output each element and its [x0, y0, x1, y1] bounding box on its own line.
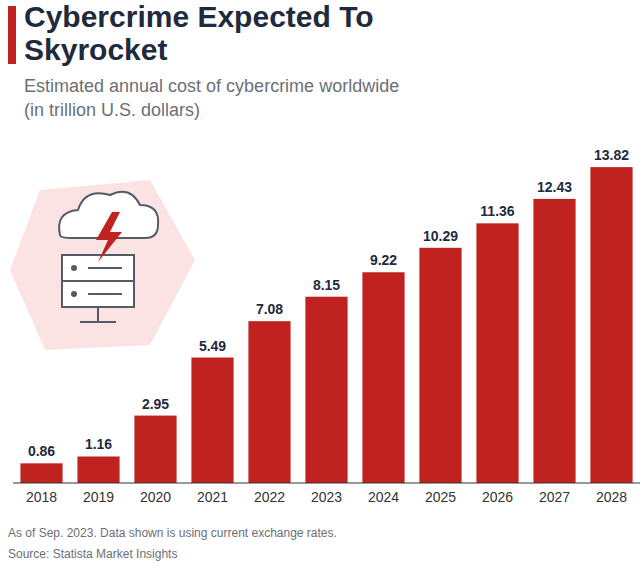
x-tick-label: 2023	[311, 489, 342, 505]
x-tick-labels: 2018 2019 2020 2021 2022 2023 2024 2025 2026 2027…	[26, 489, 627, 505]
bar	[191, 358, 233, 483]
x-tick-label: 2028	[596, 489, 627, 505]
data-label: 1.16	[85, 436, 112, 452]
x-tick-label: 2021	[197, 489, 228, 505]
data-label: 7.08	[256, 301, 283, 317]
x-axis	[13, 483, 640, 484]
icon-line	[80, 321, 116, 323]
bar	[419, 248, 461, 483]
bar	[305, 297, 347, 483]
data-label: 10.29	[423, 228, 458, 244]
x-tick-label: 2025	[425, 489, 456, 505]
x-tick-label: 2024	[368, 489, 399, 505]
data-label: 5.49	[199, 338, 226, 354]
x-tick-label: 2027	[539, 489, 570, 505]
x-tick-label: 2022	[254, 489, 285, 505]
bar	[134, 416, 176, 483]
bar	[476, 223, 518, 483]
data-label: 0.86	[28, 443, 55, 459]
data-label: 9.22	[370, 252, 397, 268]
x-tick-label: 2026	[482, 489, 513, 505]
note: As of Sep. 2023. Data shown is using cur…	[8, 526, 337, 540]
data-label: 8.15	[313, 277, 340, 293]
data-label: 11.36	[480, 203, 514, 219]
data-label: 12.43	[537, 179, 572, 195]
x-tick-label: 2018	[26, 489, 57, 505]
icon-line	[97, 307, 99, 322]
bar	[20, 463, 62, 483]
bar	[362, 272, 404, 483]
subtitle: Estimated annual cost of cybercrime worl…	[24, 74, 424, 122]
title-accent	[8, 6, 16, 64]
x-tick-label: 2020	[140, 489, 171, 505]
bar	[248, 321, 290, 483]
icon-line	[88, 293, 122, 295]
data-label: 13.82	[594, 147, 629, 163]
icon	[10, 180, 195, 350]
data-labels: 0.86 1.16 2.95 5.49 7.08 8.15 9.22 10.29 11.36 12…	[28, 147, 629, 459]
icon-line	[88, 267, 122, 269]
icon-led	[71, 265, 77, 271]
source: Source: Statista Market Insights	[8, 547, 177, 561]
bar	[533, 199, 575, 483]
x-tick-label: 2019	[83, 489, 114, 505]
bar	[77, 456, 119, 483]
data-label: 2.95	[142, 396, 169, 412]
bars	[20, 167, 632, 483]
icon-led	[71, 291, 77, 297]
bar	[590, 167, 632, 483]
icon-background	[10, 180, 195, 350]
icon-bolt	[96, 212, 122, 262]
icon-server	[62, 255, 134, 281]
icon-server	[62, 281, 134, 307]
title: Cybercrime Expected To Skyrocket	[24, 0, 374, 66]
chart: 0.86 1.16 2.95 5.49 7.08 8.15 9.22 10.29 11.36 12…	[0, 0, 640, 571]
